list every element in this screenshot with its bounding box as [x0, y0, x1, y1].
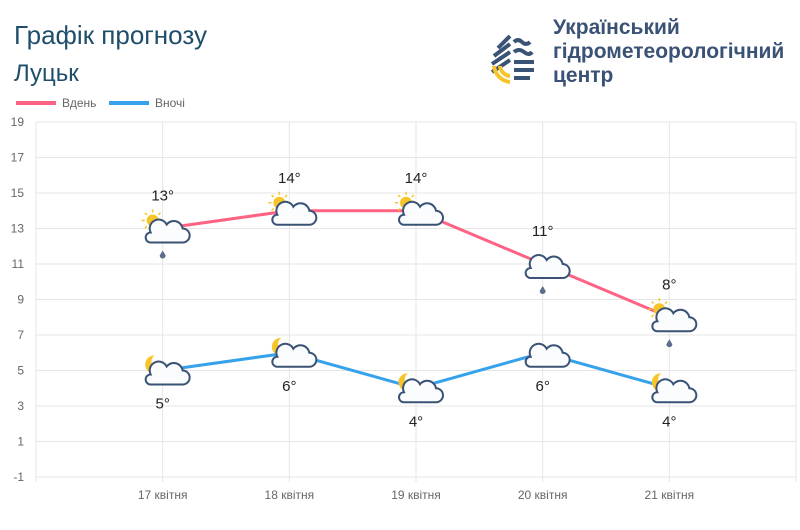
- x-tick-label: 17 квітня: [138, 488, 188, 502]
- data-label: 4°: [409, 413, 423, 430]
- rain-drop-icon: [159, 250, 166, 259]
- legend-label: Вночі: [155, 96, 185, 110]
- page-title: Графік прогнозу: [14, 20, 207, 50]
- cloud-icon: [524, 342, 571, 368]
- x-tick-label: 20 квітня: [518, 488, 568, 502]
- logo-line: центр: [553, 64, 614, 87]
- cloud-icon: [651, 307, 698, 333]
- legend-swatch: [109, 101, 149, 105]
- y-tick-label: 3: [17, 399, 24, 413]
- y-tick-label: 7: [17, 328, 24, 342]
- sun-ray: [284, 194, 288, 198]
- cloud-icon: [144, 360, 191, 386]
- data-label: 6°: [535, 378, 549, 395]
- sun-ray: [397, 194, 401, 198]
- cloud-icon: [398, 378, 444, 404]
- data-label: 6°: [282, 378, 296, 395]
- sun-ray: [397, 207, 401, 212]
- rain-drop-icon: [666, 339, 673, 348]
- sun-ray: [664, 300, 668, 305]
- logo-text: Український гідрометеорологічний центр: [553, 16, 784, 88]
- cloud-icon: [271, 200, 318, 226]
- x-tick-label: 21 квітня: [645, 488, 695, 502]
- logo-line: Український: [553, 16, 680, 39]
- y-tick-label: 9: [17, 293, 24, 307]
- cloud-icon: [398, 200, 444, 226]
- sun-ray: [144, 225, 148, 229]
- data-label: 14°: [278, 170, 301, 187]
- cloud-icon: [651, 378, 698, 404]
- y-tick-label: 1: [17, 435, 24, 449]
- x-tick-label: 18 квітня: [265, 488, 315, 502]
- cloud-icon: [524, 254, 571, 279]
- sun-ray: [271, 194, 275, 198]
- cloud-icon: [271, 342, 318, 368]
- rain-drop-icon: [539, 286, 546, 294]
- city-name: Луцьк: [14, 60, 79, 87]
- data-label: 11°: [532, 223, 554, 240]
- data-label: 8°: [662, 276, 676, 293]
- data-label: 13°: [151, 188, 174, 205]
- data-label: 5°: [155, 396, 169, 413]
- y-tick-label: 13: [11, 222, 25, 236]
- sun-ray: [651, 300, 655, 305]
- legend-swatch: [16, 101, 56, 105]
- sun-ray: [271, 207, 275, 212]
- y-tick-label: 15: [11, 186, 25, 200]
- y-tick-label: 5: [17, 364, 24, 378]
- y-tick-label: 17: [11, 151, 25, 165]
- sun-ray: [651, 314, 655, 318]
- legend-label: Вдень: [62, 96, 96, 110]
- x-tick-label: 19 квітня: [391, 488, 441, 502]
- y-tick-label: -1: [13, 470, 24, 484]
- sun-ray: [157, 212, 161, 216]
- sun-ray: [144, 212, 148, 216]
- y-tick-label: 11: [12, 257, 25, 271]
- logo-line: гідрометеорологічний: [553, 40, 785, 63]
- data-label: 4°: [662, 413, 676, 430]
- data-label: 14°: [405, 170, 428, 187]
- y-tick-label: 19: [11, 115, 25, 129]
- cloud-icon: [144, 218, 191, 244]
- sun-ray: [411, 194, 415, 198]
